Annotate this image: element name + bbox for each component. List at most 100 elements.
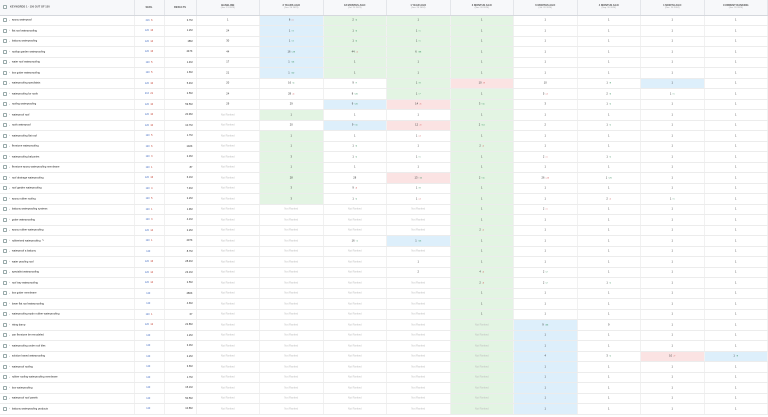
table-row[interactable]: › epoxy waterproof 216 6 3.7M 1 6↓1 2↑4 1 1 1 1 1 1: [0, 15, 768, 26]
row-checkbox[interactable]: [3, 249, 7, 254]
keyword-text[interactable]: roof garden waterproofing: [11, 186, 42, 190]
table-row[interactable]: › roof garden waterproofing 120 4 7.4M Not Ra…: [0, 183, 768, 194]
keyword-text[interactable]: roofs waterproof: [11, 123, 31, 127]
row-checkbox[interactable]: [3, 28, 7, 33]
table-row[interactable]: › rubber roofing waterproofing membrane 12…: [0, 372, 768, 383]
row-checkbox[interactable]: [3, 39, 7, 44]
chevron-right-icon[interactable]: ›: [9, 354, 10, 358]
row-checkbox[interactable]: [3, 333, 7, 338]
chevron-right-icon[interactable]: ›: [9, 365, 10, 369]
chevron-right-icon[interactable]: ›: [9, 92, 10, 96]
keyword-text[interactable]: epoxy rubber roofing: [11, 197, 36, 201]
table-row[interactable]: › flat roof waterproofing 120 16 1.2M 24 1↑3 1↑…: [0, 25, 768, 37]
period-header[interactable]: 3 MONTHS AGO (Nov. 20 2024): [450, 0, 514, 16]
table-row[interactable]: › can flexstone be remodeled 120 1.2M Not Ra…: [0, 330, 768, 341]
keyword-text[interactable]: waterproofing balconies: [11, 155, 40, 159]
row-checkbox[interactable]: [3, 228, 7, 233]
chevron-right-icon[interactable]: ›: [9, 333, 10, 337]
table-row[interactable]: › water roof waterproofing 120 5 1.4M 17 1↑16 1…: [0, 57, 768, 68]
row-checkbox[interactable]: [3, 18, 7, 23]
chevron-right-icon[interactable]: ›: [9, 291, 10, 295]
chevron-right-icon[interactable]: ›: [9, 396, 10, 400]
chevron-right-icon[interactable]: ›: [9, 249, 10, 253]
chevron-right-icon[interactable]: ›: [9, 407, 10, 411]
table-row[interactable]: › waterproof roofing 120 3.6M Not Ranked Not …: [0, 361, 768, 373]
keyword-text[interactable]: balcony waterproofing products: [11, 407, 48, 411]
table-row[interactable]: › gutter waterproofing 120 3 4.1M Not Ranked N…: [0, 214, 768, 226]
row-checkbox[interactable]: [3, 112, 7, 117]
chevron-right-icon[interactable]: ›: [9, 312, 10, 316]
keyword-text[interactable]: balcony waterproofing systems: [11, 207, 48, 211]
keyword-text[interactable]: waterproofing flat roof: [11, 134, 37, 138]
period-header[interactable]: 6 MONTHS AGO (Jul. 20 2024): [513, 0, 578, 16]
row-checkbox[interactable]: [3, 406, 7, 411]
table-row[interactable]: › flexstone epoxy waterproofing membrane 1…: [0, 162, 768, 173]
keyword-text[interactable]: waterproof a balcony: [11, 249, 36, 253]
results-column-header[interactable]: RESULTS: [164, 0, 197, 16]
keyword-text[interactable]: water proofing roof: [11, 260, 34, 264]
row-checkbox[interactable]: [3, 123, 7, 128]
table-row[interactable]: › box gutter waterproofing 120 5 1.6M 21 1↑20 1…: [0, 67, 768, 79]
select-all-checkbox[interactable]: [3, 5, 7, 10]
chevron-right-icon[interactable]: ›: [9, 375, 10, 379]
chevron-right-icon[interactable]: ›: [9, 344, 10, 348]
period-header[interactable]: 18 MONTHS AGO (Jul. 20 2023): [323, 0, 387, 16]
row-checkbox[interactable]: [3, 270, 7, 275]
table-row[interactable]: › box waterproofing 120 15.1M Not Ranked Not …: [0, 382, 768, 394]
chevron-right-icon[interactable]: ›: [9, 134, 10, 138]
table-row[interactable]: › waterproofing under roof tiles 120 3.3M No…: [0, 340, 768, 352]
chevron-right-icon[interactable]: ›: [9, 155, 10, 159]
row-checkbox[interactable]: [3, 165, 7, 170]
keyword-text[interactable]: flat roof waterproofing: [11, 29, 37, 33]
table-row[interactable]: › waterproofing for roofs 216 21 2.5M 24 28↓4 8…: [0, 88, 768, 100]
row-checkbox[interactable]: [3, 312, 7, 317]
keyword-text[interactable]: epoxy rubber waterproofing: [11, 228, 44, 232]
row-checkbox[interactable]: [3, 259, 7, 264]
keyword-text[interactable]: rubberized waterproofing: [11, 239, 41, 243]
keyword-text[interactable]: can flexstone be remodeled: [11, 333, 44, 337]
table-row[interactable]: › balcony waterproofing 120 14 18M 30 1↑4 1↑4 1↑…: [0, 36, 768, 47]
chevron-right-icon[interactable]: ›: [9, 197, 10, 201]
row-checkbox[interactable]: [3, 364, 7, 369]
row-checkbox[interactable]: [3, 175, 7, 180]
table-row[interactable]: › rooftop garden waterproofing 120 16 447K 44…: [0, 46, 768, 58]
chevron-right-icon[interactable]: ›: [9, 71, 10, 75]
table-row[interactable]: › waterproofing balconies 120 3 2.3M Not Rank…: [0, 151, 768, 163]
row-checkbox[interactable]: [3, 280, 7, 285]
row-checkbox[interactable]: [3, 133, 7, 138]
chevron-right-icon[interactable]: ›: [9, 323, 10, 327]
chevron-right-icon[interactable]: ›: [9, 50, 10, 54]
table-row[interactable]: › balcony waterproofing products 120 10.8M N…: [0, 403, 768, 415]
chevron-right-icon[interactable]: ›: [9, 113, 10, 117]
table-row[interactable]: › waterproofing epdm rubber waterproofing…: [0, 309, 768, 320]
chevron-right-icon[interactable]: ›: [9, 165, 10, 169]
row-checkbox[interactable]: [3, 102, 7, 107]
keyword-text[interactable]: waterproofing epdm rubber waterproofing: [11, 312, 60, 316]
table-row[interactable]: › rubberized waterproofing ✎ 120 1 407K Not Ra…: [0, 235, 768, 247]
keyword-text[interactable]: box waterproofing: [11, 386, 33, 390]
table-row[interactable]: › water proofing roof 120 16 28.4M Not Ranked…: [0, 256, 768, 268]
row-checkbox[interactable]: [3, 322, 7, 327]
chevron-right-icon[interactable]: ›: [9, 270, 10, 274]
row-checkbox[interactable]: [3, 49, 7, 54]
table-row[interactable]: › box gutter membrane 120 480K Not Ranked Not…: [0, 288, 768, 299]
row-checkbox[interactable]: [3, 81, 7, 86]
keyword-text[interactable]: waterproof roof panels: [11, 396, 38, 400]
period-header[interactable]: BASELINE (Jan. 13 2023): [196, 0, 260, 16]
table-row[interactable]: › waterproof a balcony 120 8.7M Not Ranked No…: [0, 246, 768, 257]
keyword-text[interactable]: roofing waterproofing: [11, 102, 37, 106]
keyword-text[interactable]: waterproofing specilaists: [11, 81, 41, 85]
keyword-text[interactable]: lower flat roof waterproofing: [11, 302, 44, 306]
table-row[interactable]: › flexstone waterproofing 120 6 102K Not Rank…: [0, 141, 768, 152]
keyword-text[interactable]: flexstone epoxy waterproofing membrane: [11, 165, 60, 169]
period-header[interactable]: 1 YEAR AGO (Jan. 20 2024): [386, 0, 451, 16]
keyword-text[interactable]: epoxy waterproof: [11, 18, 32, 22]
table-row[interactable]: › rising damp 120 12 22.8M Not Ranked Not Rank…: [0, 319, 768, 331]
keyword-text[interactable]: waterproof roofing: [11, 365, 33, 369]
table-row[interactable]: › specialist waterproofing 120 14 23.1M Not R…: [0, 267, 768, 278]
row-checkbox[interactable]: [3, 186, 7, 191]
row-checkbox[interactable]: [3, 385, 7, 390]
chevron-right-icon[interactable]: ›: [9, 102, 10, 106]
keyword-text[interactable]: waterproof roof: [11, 113, 30, 117]
chevron-right-icon[interactable]: ›: [9, 302, 10, 306]
